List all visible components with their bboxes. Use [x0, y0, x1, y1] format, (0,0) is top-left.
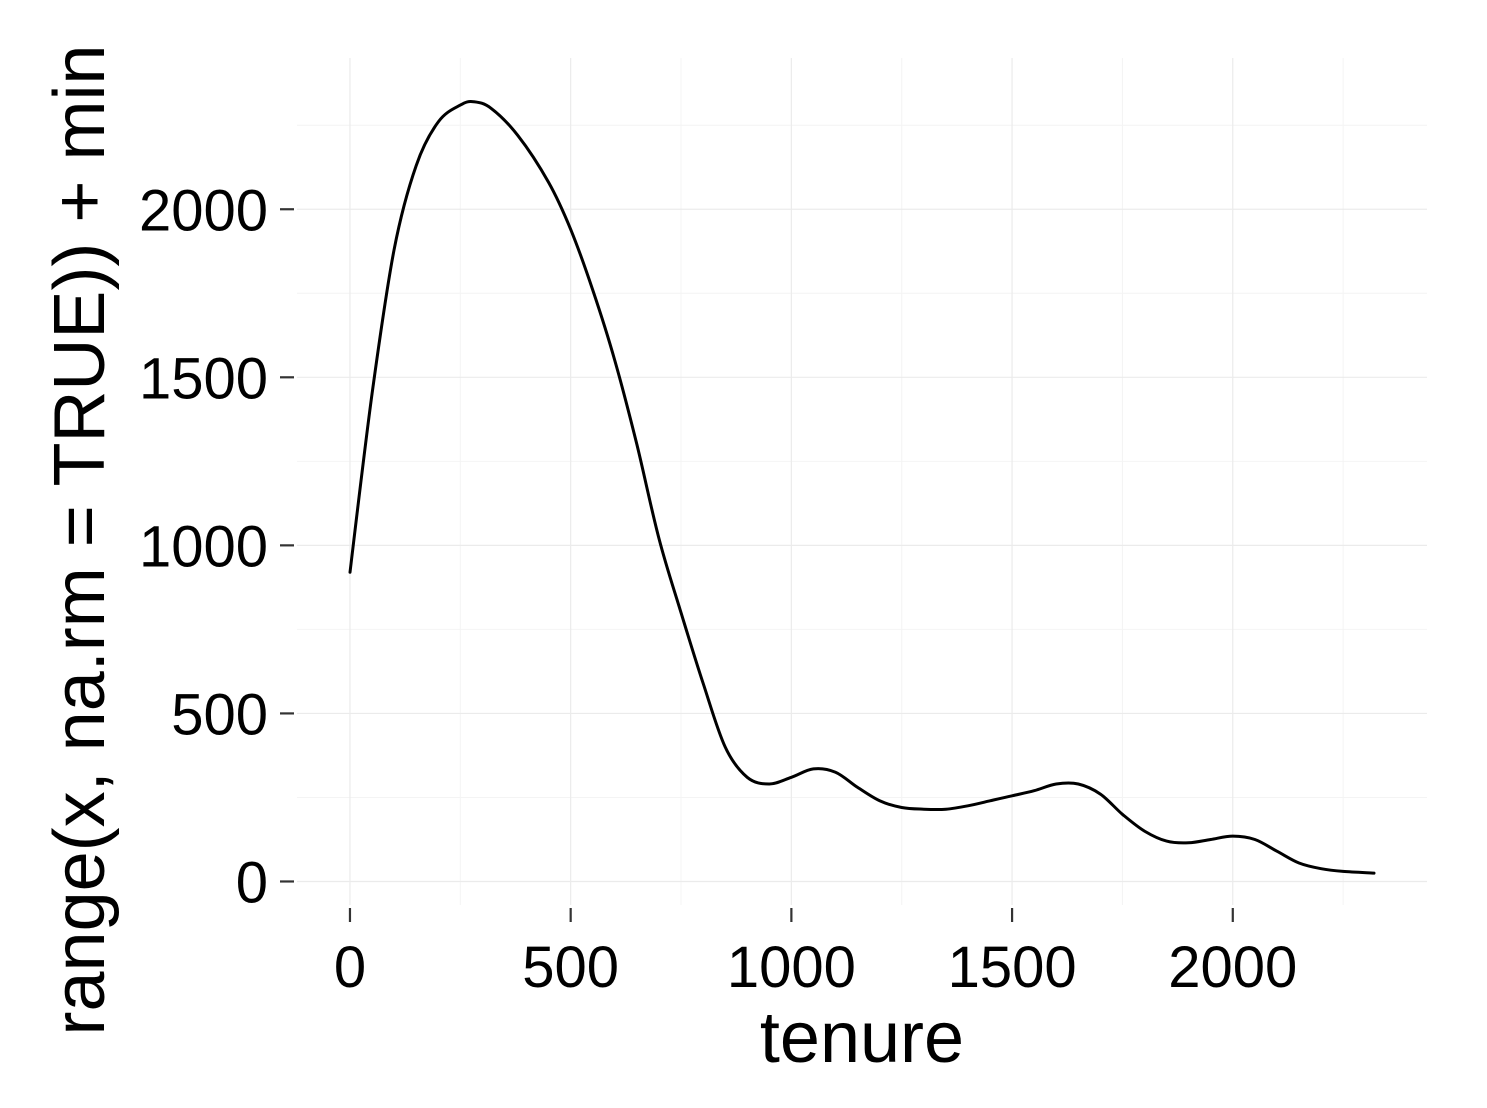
y-tick-label: 1500	[139, 346, 268, 411]
y-tick-label: 2000	[139, 178, 268, 243]
x-axis-title: tenure	[760, 998, 964, 1078]
density-series-line	[348, 100, 1376, 875]
x-tick-label: 1000	[727, 935, 856, 1000]
x-tick-label: 2000	[1168, 935, 1297, 1000]
y-tick-label: 500	[171, 682, 268, 747]
y-tick-label: 1000	[139, 514, 268, 579]
y-axis-title: range(x, na.rm = TRUE)) + min	[40, 45, 120, 1036]
x-tick-label: 0	[334, 935, 366, 1000]
x-axis: 0 500 1000 1500 2000	[334, 908, 1297, 1000]
y-tick-label: 0	[236, 850, 268, 915]
series-layer	[348, 100, 1376, 875]
y-axis: 0 500 1000 1500 2000	[139, 178, 294, 915]
x-tick-label: 500	[522, 935, 619, 1000]
plot-panel	[297, 58, 1427, 905]
x-tick-label: 1500	[948, 935, 1077, 1000]
minor-gridlines	[297, 58, 1427, 905]
major-gridlines	[297, 58, 1427, 905]
